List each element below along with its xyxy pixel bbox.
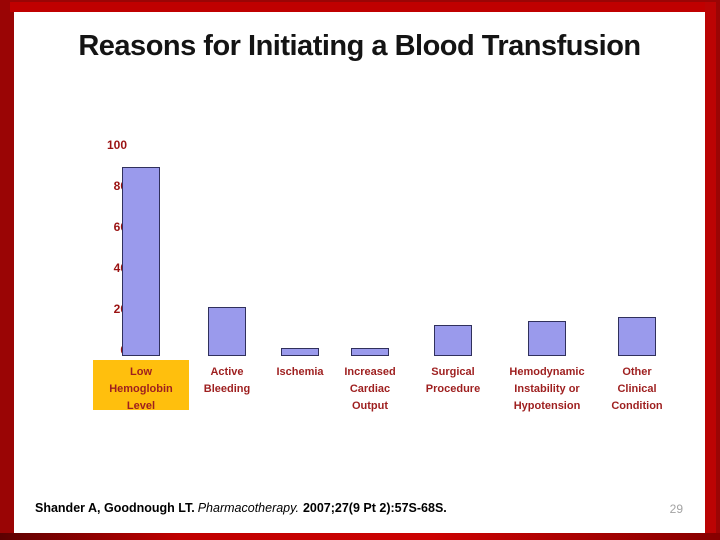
category-label-line: Low (130, 366, 152, 378)
category-label-line: Bleeding (203, 383, 251, 395)
slide-content: Reasons for Initiating a Blood Transfusi… (14, 12, 705, 533)
y-axis-tick-0: 0 (87, 343, 127, 357)
y-axis-tick-60: 60 (113, 219, 127, 234)
frame-bottom-band (0, 533, 720, 540)
citation-journal: Pharmacotherapy. (197, 501, 299, 515)
category-label-line: Instability or (514, 383, 580, 395)
category-label-line: Output (351, 400, 389, 412)
bar-hemodynamic-instability-or-hypotension (528, 321, 566, 356)
bar-low-hemoglobin-level (122, 167, 160, 356)
category-label-line: Procedure (425, 383, 481, 395)
category-label-line: Clinical (617, 383, 657, 395)
category-label-line: Active (210, 366, 244, 378)
category-label-ischemia: Ischemia (240, 364, 360, 381)
citation-reference: 2007;27(9 Pt 2):57S-68S. (302, 501, 447, 515)
bar-other-clinical-condition (618, 317, 656, 356)
bar-surgical-procedure (434, 325, 472, 356)
frame-top-stripe (10, 2, 716, 12)
category-label-other-clinical-condition: Other Clinical Condition (577, 364, 697, 415)
category-label-line: Other (622, 366, 652, 378)
category-label-line: Cardiac (349, 383, 391, 395)
category-label-line: Hemoglobin (109, 383, 173, 395)
page-number: 29 (669, 502, 683, 516)
category-label-line: Hemodynamic (509, 366, 585, 378)
slide-title: Reasons for Initiating a Blood Transfusi… (78, 30, 641, 62)
category-label-line: Surgical (431, 366, 475, 378)
category-label-line: Condition (611, 400, 663, 412)
category-label-line: Ischemia (276, 366, 324, 378)
y-axis-tick-20: 20 (113, 301, 127, 316)
bar-ischemia (281, 347, 319, 356)
category-label-hemodynamic-instability-or-hypotension: Hemodynamic Instability or Hypotension (487, 364, 607, 415)
category-label-line: Hypotension (513, 400, 581, 412)
category-label-low-hemoglobin-level: Low Hemoglobin Level (81, 364, 201, 415)
bar-increased-cardiac-output (351, 347, 389, 356)
citation: Shander A, Goodnough LT. Pharmacotherapy.… (35, 501, 447, 515)
category-label-active-bleeding: Active Bleeding (167, 364, 287, 398)
category-label-surgical-procedure: Surgical Procedure (393, 364, 513, 398)
y-axis-tick-40: 40 (113, 260, 127, 275)
bar-active-bleeding (208, 306, 246, 356)
category-label-line: Level (126, 400, 156, 412)
y-axis-tick-80: 80 (113, 178, 127, 193)
frame-right-stripe (705, 2, 716, 533)
highlight-box-low-hemoglobin-level (93, 360, 189, 410)
category-label-increased-cardiac-output: Increased Cardiac Output (310, 364, 430, 415)
citation-authors: Shander A, Goodnough LT. (35, 501, 195, 515)
category-label-line: Increased (344, 366, 396, 378)
y-axis-tick-100: 100 (106, 137, 127, 152)
